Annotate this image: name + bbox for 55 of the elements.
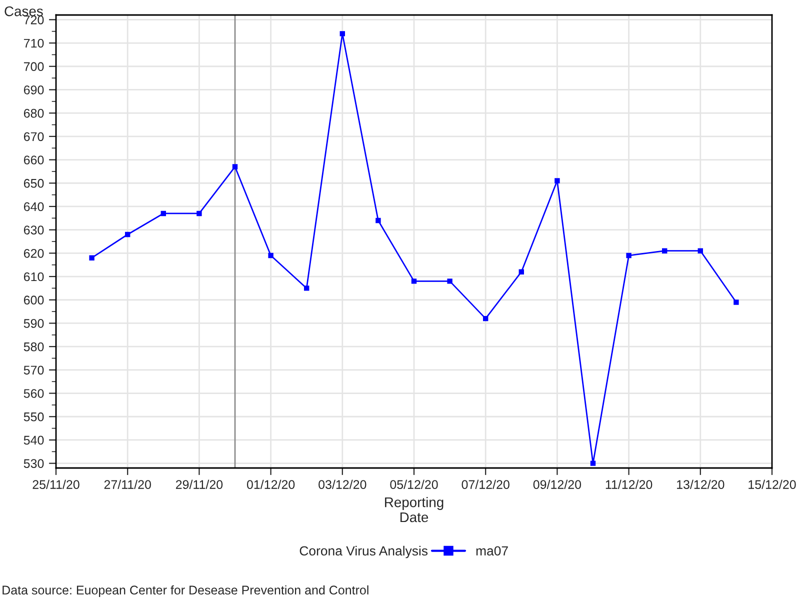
point bbox=[590, 460, 596, 466]
y-tick-label: 600 bbox=[24, 296, 44, 305]
y-tick-label: 650 bbox=[24, 178, 44, 188]
x-tick-label: 03/12/20 bbox=[318, 480, 366, 489]
point bbox=[124, 232, 130, 238]
x-tick-label: 29/11/20 bbox=[176, 480, 223, 489]
point bbox=[89, 255, 94, 260]
point bbox=[662, 248, 668, 254]
point bbox=[447, 278, 452, 284]
y-tick-label: 670 bbox=[24, 132, 44, 142]
x-tick-label: 05/12/20 bbox=[390, 480, 438, 489]
x-tick-label: 07/12/20 bbox=[462, 480, 510, 489]
point bbox=[304, 286, 310, 291]
point bbox=[232, 164, 238, 170]
point bbox=[554, 178, 560, 184]
y-tick-label: 640 bbox=[24, 202, 44, 212]
point bbox=[376, 218, 381, 224]
point bbox=[411, 278, 417, 284]
y-tick-label: 620 bbox=[24, 248, 44, 258]
y-tick-label: 720 bbox=[24, 15, 44, 24]
y-axis-title: Cases bbox=[4, 6, 43, 16]
y-tick-label: 530 bbox=[24, 459, 44, 468]
y-tick-label: 690 bbox=[24, 86, 44, 94]
legend-title: Corona Virus Analysis bbox=[300, 546, 428, 558]
x-tick-label: 13/12/20 bbox=[677, 480, 724, 489]
x-tick-label: 25/11/20 bbox=[32, 480, 80, 489]
source-note: Data source: Euopean Center for Desease Prevention and Control bbox=[2, 585, 368, 597]
y-tick-label: 580 bbox=[24, 342, 44, 352]
point bbox=[268, 252, 274, 258]
y-tick-label: 610 bbox=[24, 272, 44, 282]
point bbox=[698, 248, 704, 254]
point bbox=[518, 269, 524, 274]
y-tick-label: 550 bbox=[24, 412, 44, 422]
y-tick-label: 680 bbox=[24, 108, 44, 118]
y-tick-label: 560 bbox=[24, 389, 44, 398]
x-tick-label: 01/12/20 bbox=[246, 480, 295, 489]
x-tick-label: 09/12/20 bbox=[533, 480, 582, 489]
x-axis-title: Reporting Date bbox=[385, 497, 444, 522]
y-tick-label: 660 bbox=[24, 156, 44, 164]
y-tick-label: 590 bbox=[24, 319, 44, 328]
point bbox=[626, 252, 632, 258]
point bbox=[482, 316, 488, 322]
x-tick-label: 27/11/20 bbox=[104, 480, 151, 489]
point bbox=[340, 31, 346, 36]
legend-label: ma07 bbox=[476, 546, 508, 556]
y-tick-label: 570 bbox=[24, 366, 44, 375]
point bbox=[734, 300, 739, 305]
y-tick-label: 540 bbox=[24, 436, 44, 445]
y-tick-label: 700 bbox=[24, 62, 44, 72]
y-tick-label: 630 bbox=[24, 226, 44, 234]
x-tick-label: 15/12/20 bbox=[748, 480, 796, 489]
point bbox=[196, 210, 202, 216]
point bbox=[160, 210, 166, 216]
y-tick-label: 710 bbox=[24, 38, 44, 48]
x-tick-label: 11/12/20 bbox=[606, 480, 652, 489]
